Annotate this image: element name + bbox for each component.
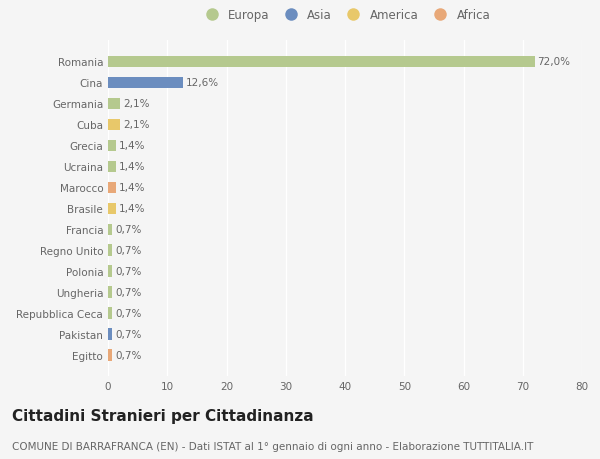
Bar	[108, 182, 116, 194]
Text: 12,6%: 12,6%	[185, 78, 219, 88]
Bar	[108, 287, 112, 298]
Text: 0,7%: 0,7%	[115, 350, 142, 360]
Text: COMUNE DI BARRAFRANCA (EN) - Dati ISTAT al 1° gennaio di ogni anno - Elaborazion: COMUNE DI BARRAFRANCA (EN) - Dati ISTAT …	[12, 441, 533, 451]
Text: 0,7%: 0,7%	[115, 288, 142, 297]
Text: 1,4%: 1,4%	[119, 183, 146, 193]
Text: 0,7%: 0,7%	[115, 246, 142, 256]
Text: 1,4%: 1,4%	[119, 141, 146, 151]
Text: Cittadini Stranieri per Cittadinanza: Cittadini Stranieri per Cittadinanza	[12, 409, 314, 424]
Bar	[108, 98, 121, 110]
Bar	[108, 308, 112, 319]
Text: 0,7%: 0,7%	[115, 308, 142, 319]
Bar	[108, 350, 112, 361]
Bar	[108, 245, 112, 257]
Bar	[108, 78, 182, 89]
Bar	[108, 266, 112, 277]
Bar	[108, 140, 116, 152]
Legend: Europa, Asia, America, Africa: Europa, Asia, America, Africa	[197, 7, 493, 25]
Bar	[108, 56, 535, 68]
Bar	[108, 161, 116, 173]
Text: 2,1%: 2,1%	[124, 99, 150, 109]
Text: 0,7%: 0,7%	[115, 267, 142, 277]
Bar	[108, 119, 121, 131]
Bar	[108, 203, 116, 215]
Text: 1,4%: 1,4%	[119, 204, 146, 214]
Text: 2,1%: 2,1%	[124, 120, 150, 130]
Text: 0,7%: 0,7%	[115, 225, 142, 235]
Text: 0,7%: 0,7%	[115, 330, 142, 340]
Bar	[108, 224, 112, 235]
Text: 1,4%: 1,4%	[119, 162, 146, 172]
Bar	[108, 329, 112, 340]
Text: 72,0%: 72,0%	[538, 57, 571, 67]
